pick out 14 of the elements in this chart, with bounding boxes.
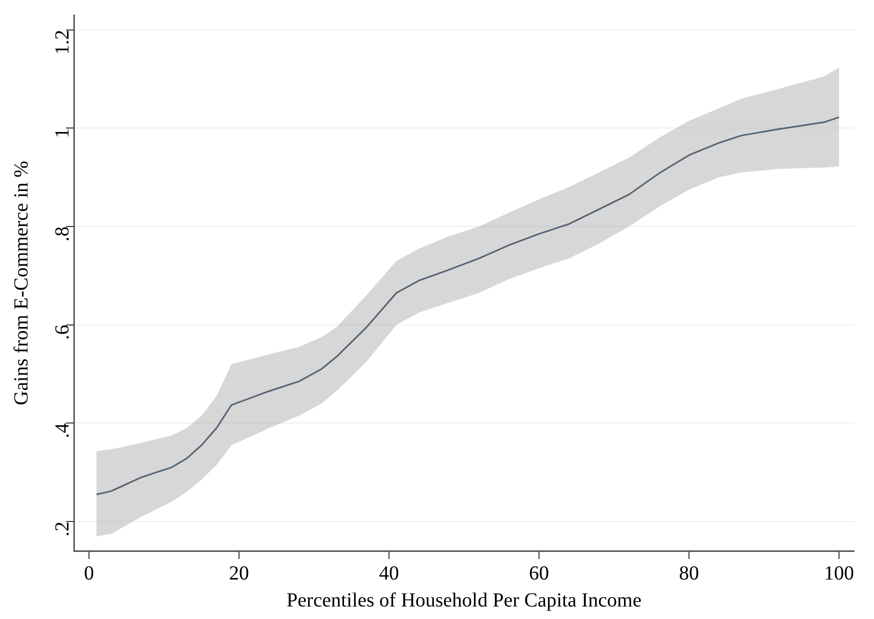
- x-tick-label: 0: [84, 562, 94, 584]
- y-tick-label: .6: [51, 324, 74, 340]
- y-tick-label: .4: [51, 423, 74, 438]
- y-tick-label: 1.2: [51, 30, 74, 55]
- y-tick-label: .8: [51, 226, 74, 242]
- x-tick-label: 100: [824, 562, 854, 584]
- x-tick-label: 40: [379, 562, 399, 584]
- x-tick-label: 60: [529, 562, 549, 584]
- y-axis-title: Gains from E-Commerce in %: [10, 160, 32, 406]
- y-tick-label: 1: [51, 128, 74, 138]
- y-tick-label: .2: [51, 521, 74, 536]
- x-tick-label: 80: [679, 562, 699, 584]
- x-tick-label: 20: [229, 562, 249, 584]
- x-axis-title: Percentiles of Household Per Capita Income: [286, 589, 642, 612]
